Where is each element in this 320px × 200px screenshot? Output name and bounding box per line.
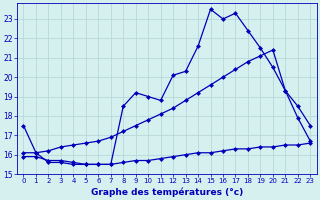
X-axis label: Graphe des températures (°c): Graphe des températures (°c): [91, 187, 243, 197]
